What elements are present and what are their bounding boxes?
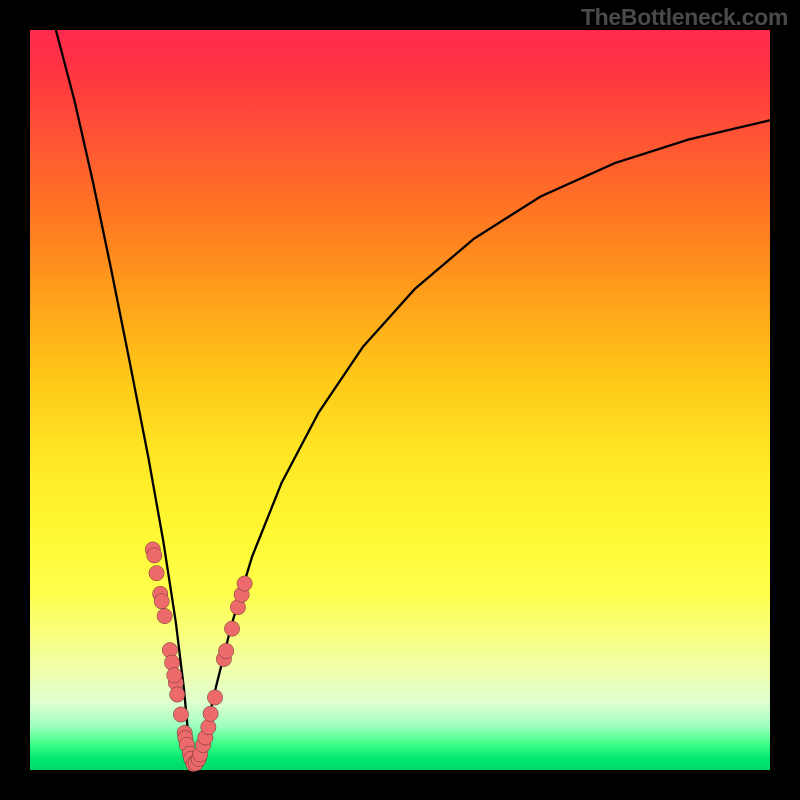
data-marker: [149, 565, 164, 580]
data-marker: [147, 548, 162, 563]
data-marker: [218, 643, 233, 658]
data-marker: [207, 690, 222, 705]
chart-container: TheBottleneck.com: [0, 0, 800, 800]
watermark-text: TheBottleneck.com: [581, 4, 788, 31]
data-marker: [173, 707, 188, 722]
data-marker: [157, 608, 172, 623]
data-marker: [167, 668, 182, 683]
data-markers-group: [145, 542, 252, 772]
bottleneck-curve-line: [56, 30, 770, 766]
bottleneck-curve-svg: [0, 0, 800, 800]
data-marker: [224, 621, 239, 636]
data-marker: [237, 576, 252, 591]
data-marker: [201, 719, 216, 734]
data-marker: [170, 687, 185, 702]
data-marker: [154, 594, 169, 609]
data-marker: [203, 706, 218, 721]
